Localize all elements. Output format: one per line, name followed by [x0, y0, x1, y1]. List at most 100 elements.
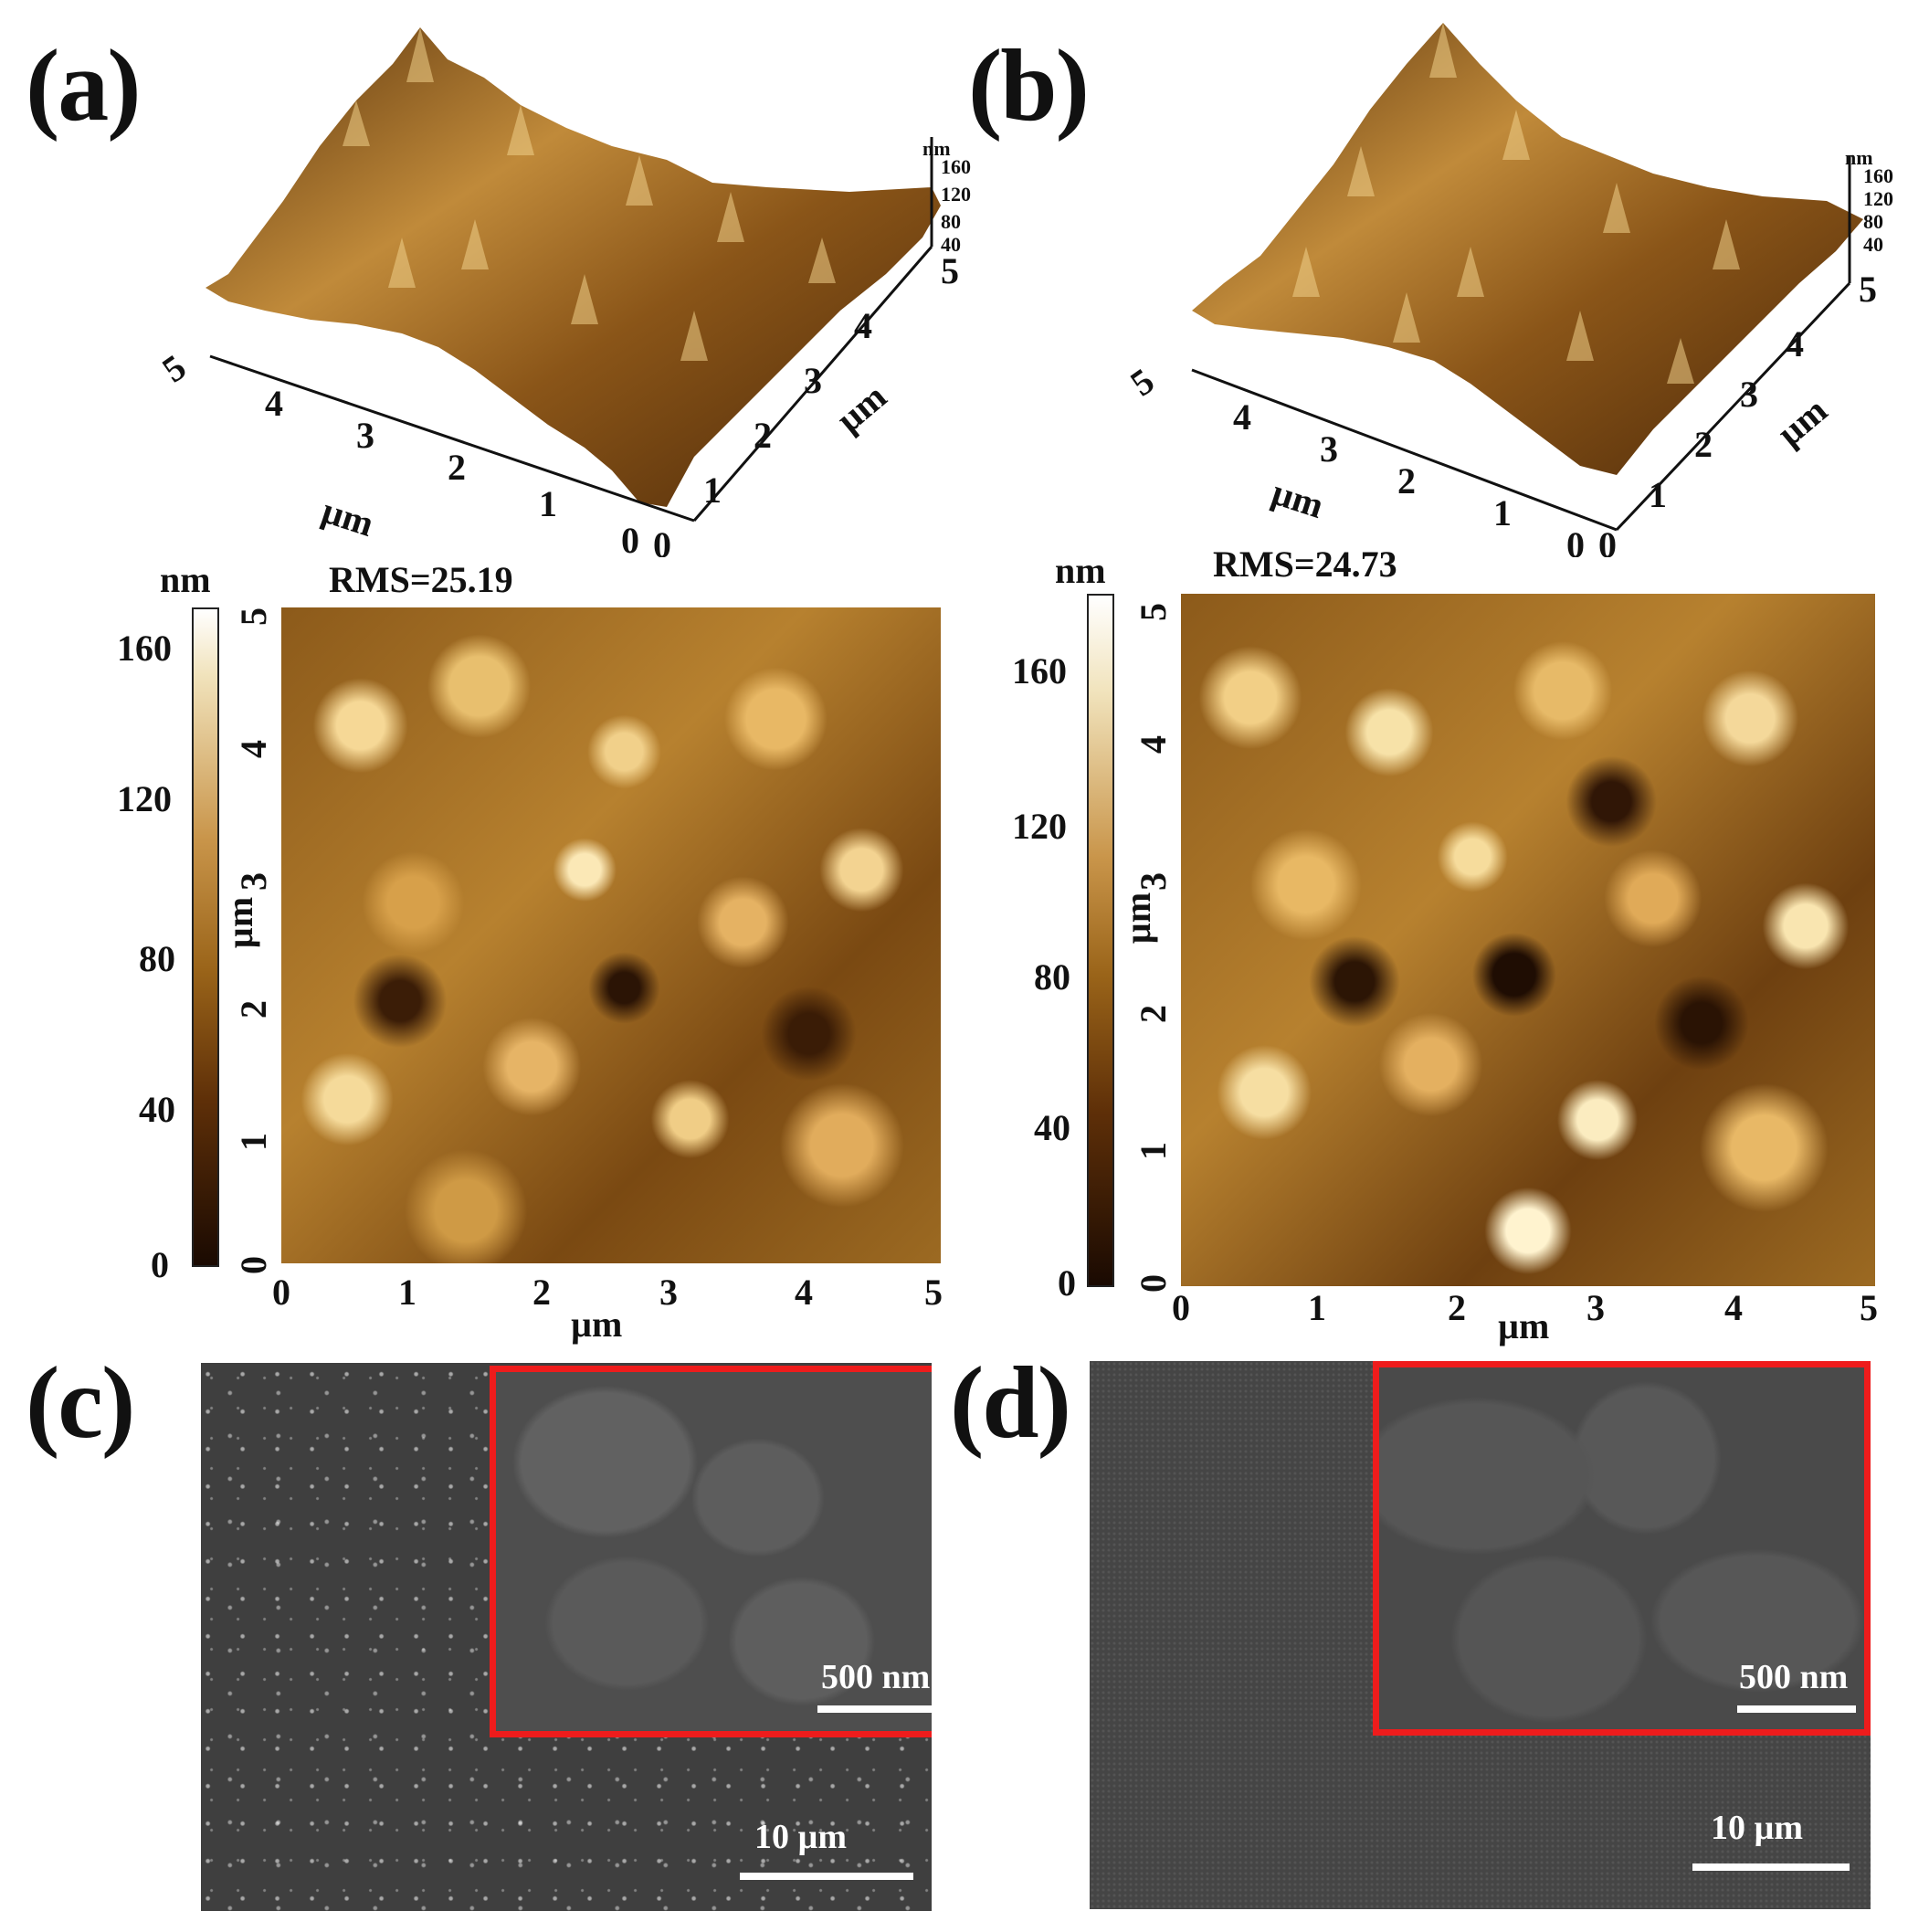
b-y-tick: 5 — [1859, 269, 1877, 310]
d-inset-image: 500 nm — [1373, 1361, 1871, 1736]
a-map-x-tick: 3 — [659, 1272, 678, 1313]
panel-a-letter: (a) — [26, 29, 142, 143]
a-z-tick: 40 — [941, 233, 961, 256]
a-x-tick: 5 — [154, 346, 193, 390]
b-z-tick: 160 — [1863, 164, 1893, 187]
a-map-x-unit: µm — [571, 1304, 623, 1345]
b-colorbar-tick: 120 — [1012, 806, 1067, 847]
a-colorbar-tick: 40 — [139, 1089, 175, 1130]
b-x-tick: 5 — [1123, 360, 1161, 404]
a-map-y-tick: 1 — [233, 1133, 274, 1151]
b-y-tick: 1 — [1649, 474, 1667, 515]
b-map-x-tick: 5 — [1860, 1287, 1878, 1328]
a-map-y-unit: µm — [219, 896, 261, 949]
a-afm-height-map — [281, 607, 941, 1263]
a-z-tick: 80 — [941, 210, 961, 233]
a-colorbar-tick: 120 — [117, 778, 172, 819]
a-map-y-tick: 5 — [233, 607, 274, 626]
a-map-y-tick: 4 — [233, 740, 274, 758]
b-x-tick: 3 — [1320, 428, 1338, 470]
b-map-x-tick: 0 — [1172, 1287, 1190, 1328]
b-z-unit: nm — [1845, 146, 1873, 169]
b-map-x-tick: 4 — [1724, 1287, 1743, 1328]
b-colorbar-unit: nm — [1055, 550, 1106, 591]
b-x-unit: µm — [1267, 471, 1329, 526]
b-z-tick: 80 — [1863, 210, 1883, 233]
b-y-tick: 4 — [1786, 323, 1804, 364]
b-colorbar-tick: 160 — [1012, 650, 1067, 692]
d-sem-image: 500 nm 10 µm — [1090, 1361, 1871, 1909]
c-main-scale-label: 10 µm — [754, 1818, 848, 1856]
panel-b-letter: (b) — [968, 29, 1090, 143]
d-inset-scale-label: 500 nm — [1739, 1658, 1849, 1696]
a-rms-label: RMS=25.19 — [329, 559, 513, 600]
b-x-tick: 0 — [1566, 524, 1585, 557]
a-y-tick: 1 — [703, 470, 722, 511]
b-map-y-tick: 1 — [1133, 1142, 1174, 1160]
c-inset-scale-label: 500 nm — [821, 1658, 931, 1696]
a-y-tick: 0 — [653, 524, 671, 557]
panel-c-letter: (c) — [26, 1346, 135, 1460]
c-inset-scale-bar — [817, 1705, 932, 1713]
a-colorbar-unit: nm — [160, 559, 211, 600]
a-z-tick: 120 — [941, 183, 971, 206]
a-y-tick: 2 — [754, 415, 772, 456]
b-map-x-tick: 1 — [1308, 1287, 1326, 1328]
b-y-tick: 0 — [1598, 524, 1617, 557]
b-map-y-tick: 2 — [1133, 1005, 1174, 1023]
c-main-scale-bar — [740, 1873, 913, 1880]
a-map-y-tick: 2 — [233, 1000, 274, 1019]
b-map-y-tick: 5 — [1133, 603, 1174, 621]
a-x-unit: µm — [317, 490, 379, 544]
a-y-unit: µm — [828, 375, 894, 440]
b-map-y-unit: µm — [1117, 892, 1159, 945]
b-colorbar-tick: 0 — [1058, 1262, 1076, 1304]
a-map-x-tick: 1 — [398, 1272, 416, 1313]
a-y-tick: 3 — [804, 360, 822, 401]
a-colorbar-tick: 0 — [151, 1244, 169, 1285]
a-map-x-tick: 0 — [272, 1272, 290, 1313]
a-x-tick: 3 — [356, 415, 374, 456]
a-x-tick: 1 — [539, 483, 557, 524]
b-z-tick: 120 — [1863, 187, 1893, 210]
b-rms-label: RMS=24.73 — [1213, 544, 1397, 585]
b-map-x-tick: 2 — [1448, 1287, 1466, 1328]
a-map-x-tick: 5 — [924, 1272, 943, 1313]
d-main-scale-bar — [1692, 1863, 1850, 1871]
a-x-tick: 4 — [265, 383, 283, 424]
a-x-tick: 0 — [621, 520, 639, 557]
b-map-x-tick: 3 — [1586, 1287, 1605, 1328]
c-sem-image: 500 nm 10 µm — [201, 1363, 932, 1911]
b-x-tick: 4 — [1233, 396, 1251, 438]
d-main-scale-label: 10 µm — [1711, 1809, 1804, 1847]
a-y-tick: 4 — [854, 305, 872, 346]
a-map-y-tick: 0 — [233, 1256, 274, 1274]
a-colorbar-tick: 160 — [117, 628, 172, 669]
d-inset-scale-bar — [1737, 1705, 1856, 1713]
a-colorbar — [192, 607, 219, 1267]
b-afm-height-map — [1181, 594, 1875, 1286]
panel-d-letter: (d) — [950, 1346, 1071, 1460]
panel-a-3d-surface: 5 4 3 2 1 0 µm 0 1 2 3 4 5 µm nm 160 120… — [154, 27, 971, 557]
a-x-tick: 2 — [448, 447, 466, 488]
b-map-y-tick: 4 — [1133, 735, 1174, 754]
a-map-x-tick: 2 — [532, 1272, 551, 1313]
b-colorbar — [1087, 594, 1114, 1287]
a-colorbar-tick: 80 — [139, 938, 175, 979]
c-inset-image: 500 nm — [490, 1366, 932, 1737]
b-y-tick: 2 — [1694, 424, 1713, 465]
b-x-tick: 1 — [1493, 492, 1512, 533]
a-z-unit: nm — [922, 137, 951, 160]
panel-b-3d-surface: 5 4 3 2 1 0 µm 0 1 2 3 4 5 µm nm 160 120… — [1123, 23, 1893, 557]
a-z-tick: 160 — [941, 155, 971, 178]
a-y-tick: 5 — [941, 250, 959, 291]
a-map-x-tick: 4 — [795, 1272, 813, 1313]
b-x-tick: 2 — [1397, 460, 1416, 501]
a-map-y-tick: 3 — [233, 872, 274, 891]
b-z-tick: 40 — [1863, 233, 1883, 256]
b-colorbar-tick: 40 — [1034, 1107, 1070, 1148]
b-map-y-tick: 3 — [1133, 872, 1174, 891]
b-y-tick: 3 — [1740, 374, 1758, 415]
b-y-unit: µm — [1769, 389, 1835, 454]
b-colorbar-tick: 80 — [1034, 956, 1070, 998]
